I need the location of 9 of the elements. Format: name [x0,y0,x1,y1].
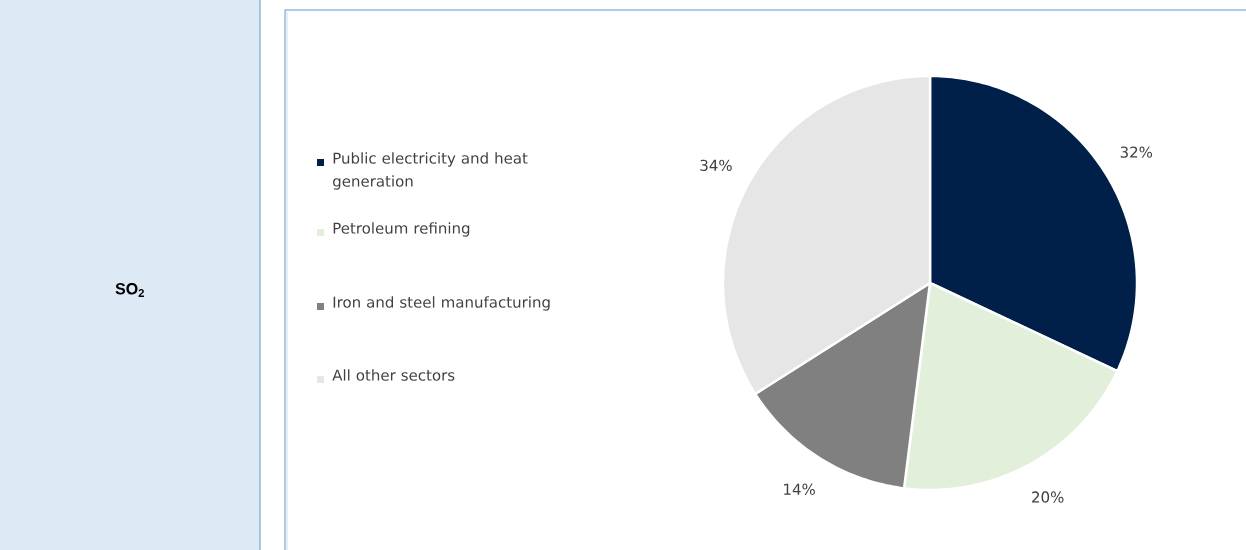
legend-label: Iron and steel manufacturing [333,296,550,311]
data-label: 32% [1120,146,1153,158]
text: SO$_{2}$ [115,283,144,297]
data-label: 34% [700,159,732,172]
legend-label: All other sectors [332,369,455,381]
data-label: 20% [1032,491,1064,503]
data-label: 14% [784,483,815,495]
legend-label: Public electricity and heat generation [333,152,528,190]
legend-label: Petroleum refining [333,222,470,237]
